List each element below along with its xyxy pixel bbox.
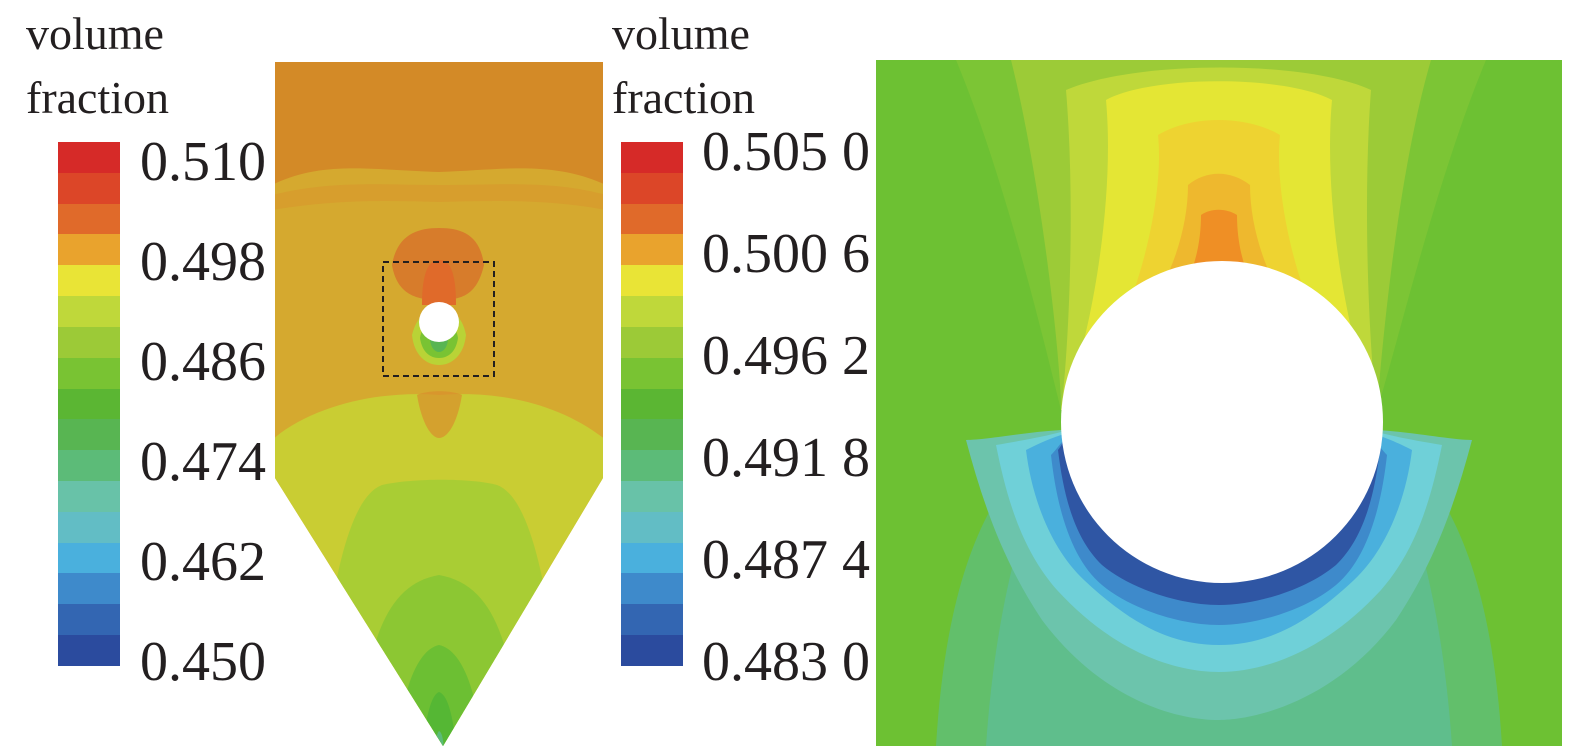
colorbar-segment <box>58 511 120 543</box>
colorbar-segment <box>621 296 683 327</box>
colorbar-segment <box>621 604 683 635</box>
colorbar-segment <box>58 635 120 666</box>
colorbar-segment <box>58 480 120 512</box>
colorbar-segment <box>58 203 120 235</box>
left-colorbar <box>58 142 120 666</box>
colorbar-segment <box>58 542 120 574</box>
colorbar-segment <box>621 635 683 666</box>
left-tick-4: 0.462 <box>140 531 266 593</box>
left-tick-2: 0.486 <box>140 331 266 393</box>
colorbar-segment <box>58 265 120 297</box>
colorbar-segment <box>58 419 120 451</box>
right-tick-3: 0.491 8 <box>702 427 870 489</box>
left-tick-5: 0.450 <box>140 631 266 693</box>
colorbar-segment <box>621 450 683 481</box>
left-legend-title-line2: fraction <box>26 72 170 123</box>
colorbar-segment <box>621 480 683 512</box>
right-tick-5: 0.483 0 <box>702 631 870 693</box>
colorbar-segment <box>621 142 683 173</box>
left-tick-3: 0.474 <box>140 431 266 493</box>
colorbar-segment <box>58 234 120 266</box>
right-tick-2: 0.496 2 <box>702 325 870 387</box>
zoomed-contour-plot <box>876 60 1562 746</box>
left-tick-1: 0.498 <box>140 231 266 293</box>
right-colorbar <box>621 142 683 666</box>
colorbar-segment <box>621 388 683 420</box>
colorbar-segment <box>58 604 120 635</box>
colorbar-segment <box>58 326 120 358</box>
left-tick-0: 0.510 <box>140 131 266 193</box>
colorbar-segment <box>621 265 683 297</box>
colorbar-segment <box>621 234 683 266</box>
colorbar-segment <box>58 172 120 204</box>
colorbar-segment <box>58 357 120 389</box>
right-legend-title-line1: volume <box>612 8 750 59</box>
colorbar-segment <box>58 450 120 481</box>
right-tick-1: 0.500 6 <box>702 223 870 285</box>
colorbar-segment <box>58 142 120 173</box>
colorbar-segment <box>58 296 120 327</box>
colorbar-segment <box>621 203 683 235</box>
right-tick-4: 0.487 4 <box>702 529 870 591</box>
colorbar-segment <box>621 172 683 204</box>
right-legend-title-line2: fraction <box>612 72 756 123</box>
colorbar-segment <box>58 573 120 605</box>
colorbar-segment <box>621 511 683 543</box>
colorbar-segment <box>621 326 683 358</box>
hopper-contour-plot <box>275 62 603 746</box>
colorbar-segment <box>58 388 120 420</box>
right-tick-0: 0.505 0 <box>702 121 870 183</box>
colorbar-segment <box>621 419 683 451</box>
colorbar-segment <box>621 542 683 574</box>
left-legend-title-line1: volume <box>26 8 164 59</box>
colorbar-segment <box>621 573 683 605</box>
colorbar-segment <box>621 357 683 389</box>
